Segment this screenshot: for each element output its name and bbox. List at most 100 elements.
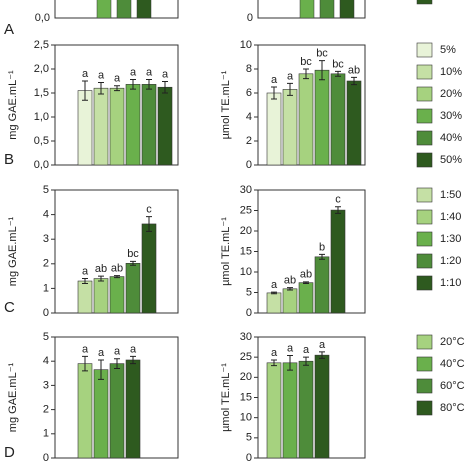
y-axis-label: mg GAE.mL⁻¹	[7, 362, 19, 432]
y-tick-label: 0,0	[34, 159, 49, 171]
y-tick-label: 0	[247, 12, 253, 24]
error-bar	[98, 359, 104, 380]
significance-letter: a	[130, 343, 137, 355]
y-tick-label: 10	[240, 266, 252, 278]
y-tick-label: 1,0	[34, 111, 49, 123]
bar	[77, 363, 93, 459]
legend-label: 1:40	[440, 211, 461, 223]
y-tick-label: 10	[240, 412, 252, 424]
legend-swatch	[416, 231, 433, 247]
panel-a-left-frame	[54, 0, 179, 19]
legend-swatch	[416, 334, 433, 350]
panel-a-bar-crop	[299, 0, 315, 19]
y-tick-label: 0	[43, 307, 49, 319]
bar	[109, 363, 125, 459]
bar	[77, 90, 93, 166]
error-bar	[82, 80, 88, 101]
significance-letter: bc	[332, 58, 344, 70]
bar	[125, 84, 141, 166]
y-tick-label: 20	[240, 225, 252, 237]
error-bar	[114, 358, 120, 369]
legend-swatch	[416, 275, 433, 291]
significance-letter: c	[146, 203, 152, 215]
bar	[93, 87, 109, 166]
significance-letter: a	[114, 346, 121, 358]
error-bar	[98, 275, 104, 282]
error-bar	[319, 351, 325, 359]
significance-letter: a	[287, 70, 294, 82]
error-bar	[114, 85, 120, 92]
significance-letter: ab	[95, 263, 107, 275]
significance-letter: a	[114, 73, 121, 85]
y-tick-label: 10	[240, 39, 252, 51]
y-tick-label: 6	[246, 87, 252, 99]
significance-letter: a	[82, 265, 89, 277]
significance-letter: a	[98, 347, 105, 359]
y-tick-label: 3	[43, 379, 49, 391]
y-tick-label: 30	[240, 184, 252, 196]
bar	[93, 369, 109, 459]
y-tick-label: 3	[43, 233, 49, 245]
panel-a-bar-crop	[96, 0, 112, 19]
error-bar	[303, 68, 309, 80]
legend-swatch	[416, 130, 433, 146]
y-tick-label: 8	[246, 63, 252, 75]
panel-a-bar-crop	[339, 0, 355, 19]
bar	[109, 87, 125, 166]
error-bar	[287, 355, 293, 371]
panel-a-bar-crop	[319, 0, 335, 19]
y-tick-label: 1	[43, 428, 49, 440]
error-bar	[351, 76, 357, 86]
significance-letter: bc	[316, 48, 328, 60]
panel-label: C	[4, 299, 15, 316]
error-bar	[146, 216, 152, 232]
bar	[314, 354, 330, 459]
panel-label: A	[4, 21, 14, 38]
error-bar	[130, 355, 136, 365]
error-bar	[287, 287, 293, 291]
y-tick-label: 5	[43, 184, 49, 196]
error-bar	[319, 253, 325, 260]
error-bar	[162, 80, 168, 94]
legend-label: 20°C	[440, 336, 465, 348]
bar	[282, 89, 298, 166]
significance-letter: bc	[300, 56, 312, 68]
y-tick-label: 0,0	[35, 12, 50, 24]
legend-label: 1:50	[440, 189, 461, 201]
y-tick-label: 5	[246, 432, 252, 444]
y-tick-label: 2	[246, 135, 252, 147]
bar	[282, 288, 298, 314]
y-tick-label: 25	[240, 204, 252, 216]
error-bar	[82, 278, 88, 284]
y-tick-label: 20	[240, 371, 252, 383]
bar	[141, 84, 157, 166]
bar	[346, 80, 362, 166]
legend-swatch	[416, 253, 433, 269]
significance-letter: a	[303, 344, 310, 356]
legend-label: 30%	[440, 110, 462, 122]
error-bar	[271, 359, 277, 367]
bar	[314, 69, 330, 166]
y-axis-label: mg GAE.mL⁻¹	[7, 70, 19, 140]
bar	[314, 256, 330, 314]
bar	[282, 362, 298, 459]
y-tick-label: 0	[43, 452, 49, 464]
y-tick-label: 4	[246, 111, 252, 123]
y-tick-label: 2,0	[34, 63, 49, 75]
legend-swatch	[416, 64, 433, 80]
bar	[298, 282, 314, 314]
error-bar	[130, 260, 136, 266]
legend-label: 1:30	[440, 233, 461, 245]
error-bar	[114, 275, 120, 279]
bar	[157, 86, 173, 166]
error-bar	[287, 82, 293, 96]
legend-label: 10%	[440, 66, 462, 78]
legend-swatch	[416, 209, 433, 225]
error-bar	[82, 355, 88, 372]
significance-letter: a	[82, 68, 89, 80]
panel-a-bar-crop	[116, 0, 132, 19]
y-tick-label: 15	[240, 391, 252, 403]
error-bar	[98, 81, 104, 95]
error-bar	[271, 86, 277, 100]
legend-swatch	[416, 187, 433, 203]
